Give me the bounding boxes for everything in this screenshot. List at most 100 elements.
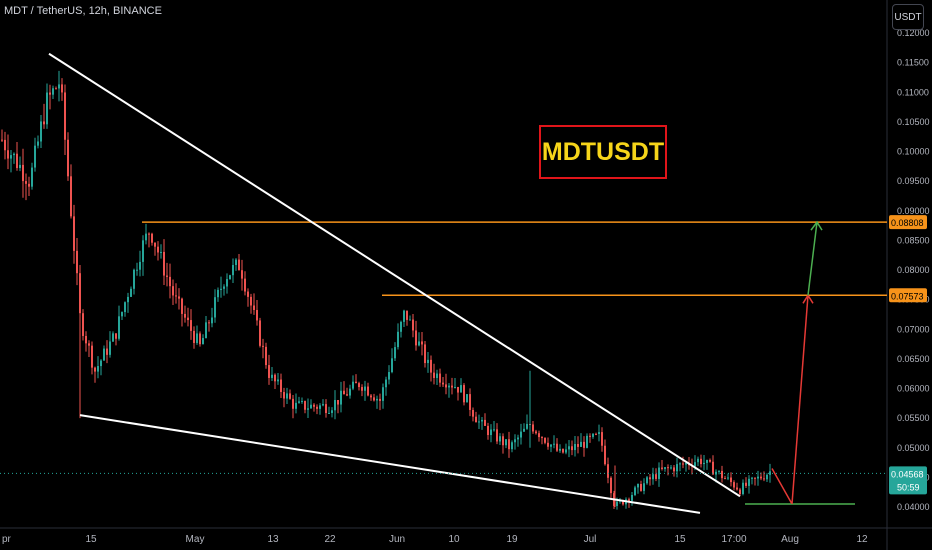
currency-button[interactable]: USDT: [892, 4, 924, 30]
candle: [238, 253, 240, 271]
candle: [544, 437, 546, 445]
candle-body: [187, 317, 189, 321]
candle-body: [256, 309, 258, 321]
candle: [52, 85, 54, 100]
candle-body: [157, 246, 159, 253]
projection-dip: [771, 468, 793, 505]
candle: [637, 483, 639, 494]
candle: [601, 427, 603, 452]
candle-body: [511, 442, 513, 450]
candle: [256, 299, 258, 326]
candle-body: [181, 298, 183, 314]
candle: [265, 342, 267, 369]
candle-body: [61, 84, 63, 93]
candle: [373, 393, 375, 402]
candle-body: [757, 476, 759, 479]
candle: [649, 474, 651, 486]
candle-body: [70, 176, 72, 217]
candle-body: [412, 319, 414, 331]
candle-body: [724, 478, 726, 480]
candle: [268, 354, 270, 385]
candle-body: [673, 467, 675, 472]
candle: [574, 435, 576, 457]
candle-body: [124, 302, 126, 313]
price-tick-label: 0.05500: [897, 413, 930, 423]
candle: [655, 468, 657, 482]
candle: [745, 477, 747, 489]
time-tick-label: 12: [856, 534, 868, 545]
candle-body: [106, 348, 108, 355]
candle-body: [352, 381, 354, 389]
candle: [658, 462, 660, 487]
candle-body: [319, 405, 321, 409]
candle: [289, 389, 291, 400]
candle-body: [85, 335, 87, 344]
candle: [760, 472, 762, 481]
candle-body: [148, 233, 150, 235]
candle-body: [133, 269, 135, 289]
price-level-label: 0.07573: [891, 291, 924, 301]
candle: [82, 309, 84, 341]
candle-body: [214, 297, 216, 318]
candle: [703, 454, 705, 471]
projection-arrow-green: [807, 222, 818, 296]
candle: [304, 400, 306, 414]
candle-body: [658, 467, 660, 479]
candle-body: [250, 296, 252, 306]
candle: [610, 476, 612, 498]
candle-body: [643, 483, 645, 491]
candle-body: [226, 279, 228, 287]
candle: [61, 78, 63, 101]
candle: [250, 293, 252, 314]
candle: [187, 307, 189, 327]
candle-body: [478, 421, 480, 423]
candle: [481, 417, 483, 430]
candle: [712, 455, 714, 475]
candle-body: [499, 436, 501, 442]
candle-body: [652, 474, 654, 480]
candle-body: [577, 444, 579, 447]
candle: [346, 387, 348, 397]
candle-body: [7, 150, 9, 159]
candle: [160, 244, 162, 259]
candle-body: [463, 385, 465, 403]
candle-body: [601, 432, 603, 446]
candle: [394, 342, 396, 361]
price-tick-label: 0.08000: [897, 265, 930, 275]
candle-body: [763, 478, 765, 480]
candle-body: [373, 397, 375, 401]
candle: [409, 315, 411, 321]
projection-arrow-red: [791, 295, 809, 505]
candle: [748, 475, 750, 494]
candle: [586, 433, 588, 449]
candle-body: [169, 276, 171, 287]
candle-body: [97, 366, 99, 372]
candle: [139, 250, 141, 277]
candle-body: [232, 265, 234, 276]
candle: [550, 443, 552, 453]
candles-group: [1, 70, 771, 510]
time-tick-label: 17:00: [721, 534, 746, 545]
candle: [103, 345, 105, 361]
candle-body: [502, 436, 504, 446]
candle-body: [301, 401, 303, 403]
candle-body: [436, 373, 438, 378]
candle: [88, 340, 90, 357]
candle-body: [361, 387, 363, 391]
candle-body: [343, 390, 345, 395]
candle: [709, 458, 711, 463]
candle-body: [544, 437, 546, 443]
candle: [64, 84, 66, 155]
candle: [31, 162, 33, 190]
candle: [466, 393, 468, 403]
candle: [235, 258, 237, 271]
candle: [430, 355, 432, 382]
candle: [589, 433, 591, 443]
candle-body: [31, 167, 33, 187]
candle-body: [430, 359, 432, 373]
candle: [229, 274, 231, 280]
price-tick-label: 0.05000: [897, 443, 930, 453]
candle-body: [112, 333, 114, 342]
candle-body: [481, 419, 483, 422]
